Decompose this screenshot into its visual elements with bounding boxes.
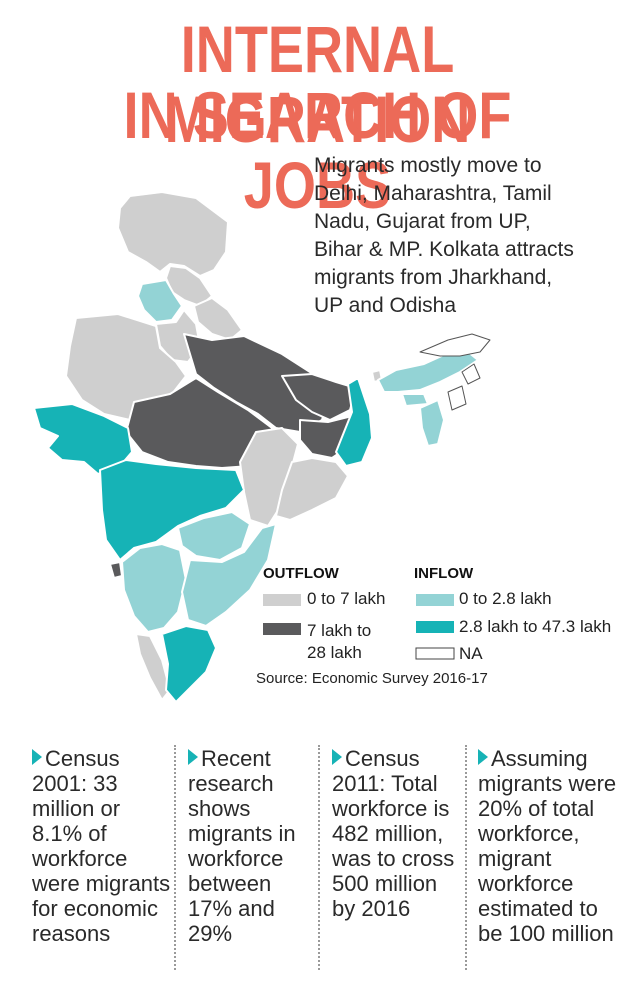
legend-swatch-na: [415, 647, 455, 660]
region-assam: [377, 351, 479, 393]
region-karnataka: [121, 543, 187, 633]
region-arunachal-na: [419, 333, 491, 357]
region-gujarat: [33, 403, 133, 475]
region-uttarakhand: [193, 297, 243, 341]
region-andhra-pradesh: [181, 523, 277, 627]
region-manipur-na: [447, 385, 467, 411]
region-punjab: [137, 279, 183, 323]
legend-inflow-low-label: 0 to 2.8 lakh: [459, 589, 552, 608]
column-divider: [465, 745, 467, 970]
legend-swatch-inflow-high: [416, 621, 454, 633]
title-line-1: INTERNAL MIGRATION: [164, 12, 471, 156]
column-divider: [318, 745, 320, 970]
legend-inflow-high-label: 2.8 lakh to 47.3 lakh: [459, 617, 612, 636]
fact-census-2011: Census 2011: Total workforce is 482 mill…: [332, 746, 462, 921]
legend-outflow-high-label: 7 lakh to 28 lakh: [307, 621, 372, 662]
column-divider: [174, 745, 176, 970]
intro-text: Migrants mostly move to Delhi, Maharasht…: [314, 154, 574, 317]
region-west-bengal: [335, 377, 373, 467]
title-line-2: IN SEARCH OF JOBS: [123, 78, 512, 222]
region-jammu-kashmir: [117, 191, 229, 277]
region-tamil-nadu: [161, 625, 217, 703]
region-chhattisgarh: [239, 427, 299, 527]
arrow-bullet-icon: [332, 749, 342, 765]
region-goa: [109, 561, 123, 579]
fact-recent-research: Recent research shows migrants in workfo…: [188, 746, 316, 946]
fact-census-2001: Census 2001: 33 million or 8.1% of workf…: [32, 746, 172, 946]
fact-text: Census 2001: 33 million or 8.1% of workf…: [32, 746, 171, 946]
region-tripura-mizoram: [419, 399, 445, 447]
legend-swatch-outflow-low: [263, 594, 301, 606]
fact-text: Recent research shows migrants in workfo…: [188, 746, 296, 946]
region-meghalaya: [401, 393, 429, 407]
arrow-bullet-icon: [478, 749, 488, 765]
region-odisha: [275, 457, 349, 521]
fact-text: Assuming migrants were 20% of total work…: [478, 746, 617, 946]
legend-na-label: NA: [459, 644, 483, 663]
legend-swatch-inflow-low: [416, 594, 454, 606]
fact-text: Census 2011: Total workforce is 482 mill…: [332, 746, 455, 921]
region-nagaland-na: [461, 363, 481, 385]
arrow-bullet-icon: [32, 749, 42, 765]
legend-inflow-heading: INFLOW: [414, 565, 474, 582]
india-migration-map: [33, 191, 491, 703]
region-bihar: [281, 373, 357, 421]
arrow-bullet-icon: [188, 749, 198, 765]
legend-swatch-outflow-high: [263, 623, 301, 635]
fact-assumption: Assuming migrants were 20% of total work…: [478, 746, 628, 946]
source-note: Source: Economic Survey 2016-17: [256, 670, 488, 687]
region-telangana: [177, 511, 251, 561]
region-kerala: [135, 633, 171, 701]
region-maharashtra: [99, 459, 245, 561]
legend-outflow-heading: OUTFLOW: [263, 565, 339, 582]
legend-outflow-low-label: 0 to 7 lakh: [307, 589, 386, 608]
